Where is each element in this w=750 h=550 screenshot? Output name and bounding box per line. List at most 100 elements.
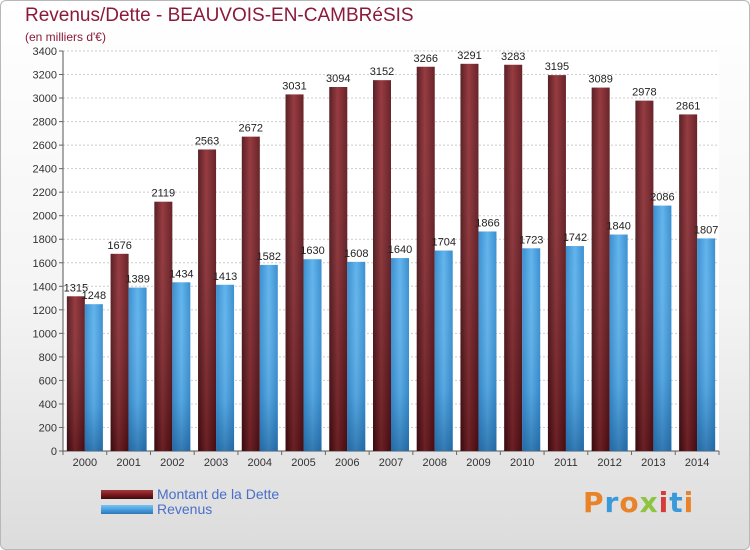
bar-dette-shade	[329, 87, 348, 451]
x-tick-label: 2004	[248, 457, 272, 469]
logo-letter: i	[658, 486, 670, 519]
y-tick-label: 0	[51, 446, 57, 458]
y-tick-label: 2200	[33, 187, 57, 199]
bar-dette-shade	[547, 75, 566, 451]
bar-revenus-shade	[303, 259, 322, 451]
logo-letter: o	[619, 486, 640, 519]
data-label-revenus: 1866	[475, 217, 499, 229]
data-label-dette: 2861	[676, 100, 700, 112]
y-tick-label: 600	[39, 375, 57, 387]
y-tick-label: 1200	[33, 305, 57, 317]
data-label-dette: 3283	[501, 51, 525, 63]
bar-revenus-shade	[697, 238, 716, 451]
data-label-revenus: 1608	[344, 248, 368, 260]
data-label-dette: 2119	[152, 188, 176, 200]
data-label-dette: 3195	[545, 61, 569, 73]
bar-dette-shade	[504, 64, 523, 451]
bar-revenus-shade	[84, 304, 103, 451]
bar-revenus-shade	[522, 248, 541, 451]
data-label-dette: 3266	[413, 53, 437, 65]
bar-dette-shade	[460, 63, 479, 452]
x-tick-label: 2007	[379, 457, 403, 469]
bar-revenus-shade	[434, 250, 453, 451]
data-label-revenus: 1840	[606, 221, 630, 233]
logo-letter: P	[583, 486, 605, 519]
data-label-dette: 2978	[632, 87, 656, 99]
data-label-dette: 2563	[195, 135, 219, 147]
data-label-revenus: 1807	[694, 224, 718, 236]
logo-letter: i	[683, 486, 695, 519]
bar-revenus-shade	[216, 284, 235, 451]
bar-revenus-shade	[478, 231, 497, 451]
logo-letter: x	[639, 486, 659, 519]
bar-dette-shade	[154, 201, 173, 451]
data-label-revenus: 1389	[125, 274, 149, 286]
bar-dette-shade	[241, 136, 260, 451]
bar-dette-shade	[635, 100, 654, 451]
data-label-revenus: 2086	[650, 192, 674, 204]
data-label-dette: 3152	[370, 66, 394, 78]
x-tick-label: 2003	[204, 457, 228, 469]
x-tick-label: 2002	[160, 457, 184, 469]
data-label-dette: 1676	[107, 240, 131, 252]
data-label-dette: 2672	[239, 123, 263, 135]
bar-dette-shade	[591, 87, 610, 452]
y-tick-label: 200	[39, 422, 57, 434]
x-tick-label: 2006	[335, 457, 359, 469]
data-label-revenus: 1248	[82, 290, 106, 302]
bar-dette-shade	[679, 114, 698, 451]
bar-dette-shade	[66, 296, 85, 451]
x-tick-label: 2000	[73, 457, 97, 469]
logo-letter: r	[604, 486, 620, 519]
bar-dette-shade	[373, 80, 391, 452]
bar-revenus-shade	[172, 282, 191, 451]
data-label-revenus: 1582	[257, 251, 281, 263]
legend-swatch-dette	[101, 490, 153, 499]
proxiti-logo: Proxiti	[583, 486, 694, 519]
bar-dette-shade	[198, 149, 217, 451]
chart-title: Revenus/Dette - BEAUVOIS-EN-CAMBRéSIS	[25, 5, 414, 26]
bar-revenus-shade	[391, 258, 409, 451]
y-tick-label: 400	[39, 399, 57, 411]
x-tick-label: 2014	[685, 457, 709, 469]
y-tick-label: 1400	[33, 281, 57, 293]
bar-revenus-shade	[347, 261, 366, 451]
bar-revenus-shade	[565, 246, 584, 451]
y-tick-label: 2000	[33, 211, 57, 223]
y-tick-label: 2800	[33, 117, 57, 129]
legend-swatch-revenus	[101, 505, 153, 514]
data-label-dette: 3031	[282, 80, 306, 92]
x-tick-label: 2011	[554, 457, 578, 469]
x-tick-label: 2010	[510, 457, 534, 469]
bar-dette-shade	[110, 253, 129, 451]
x-tick-label: 2008	[422, 457, 446, 469]
bar-revenus-shade	[609, 234, 628, 451]
y-tick-label: 1800	[33, 234, 57, 246]
chart-subtitle: (en milliers d'€)	[25, 30, 106, 44]
y-tick-label: 3400	[33, 46, 57, 58]
legend-label-dette: Montant de la Dette	[157, 486, 280, 502]
y-tick-label: 1000	[33, 328, 57, 340]
x-tick-label: 2005	[291, 457, 315, 469]
y-tick-label: 800	[39, 352, 57, 364]
x-tick-label: 2013	[641, 457, 665, 469]
data-label-dette: 3089	[588, 74, 612, 86]
data-label-revenus: 1704	[431, 237, 455, 249]
data-label-dette: 3094	[326, 73, 350, 85]
x-tick-label: 2012	[597, 457, 621, 469]
data-label-revenus: 1723	[519, 234, 543, 246]
data-label-revenus: 1413	[213, 271, 237, 283]
bar-revenus-shade	[128, 287, 147, 451]
data-label-dette: 1315	[64, 282, 88, 294]
data-label-dette: 3291	[457, 50, 481, 62]
logo-letter: t	[669, 486, 684, 519]
data-label-revenus: 1742	[563, 232, 587, 244]
y-tick-label: 3000	[33, 93, 57, 105]
y-tick-label: 3200	[33, 70, 57, 82]
y-tick-label: 2600	[33, 140, 57, 152]
bar-dette-shade	[285, 94, 304, 451]
data-label-revenus: 1434	[169, 268, 193, 280]
y-tick-label: 1600	[33, 258, 57, 270]
